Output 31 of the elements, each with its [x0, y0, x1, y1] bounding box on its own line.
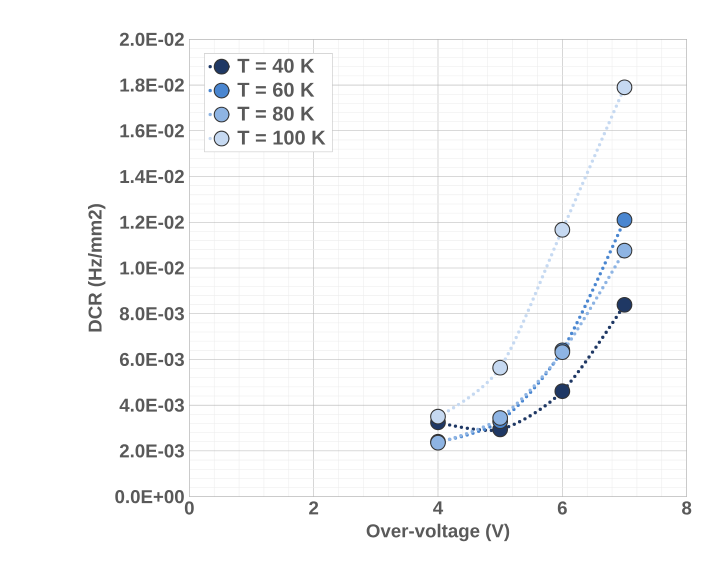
x-tick-label: 0: [184, 501, 194, 515]
point: [554, 222, 570, 238]
y-tick-label: 1.0E-02: [120, 261, 184, 275]
y-tick-label: 2.0E-03: [120, 444, 184, 458]
legend-label: T = 80 K: [238, 106, 314, 121]
point: [430, 408, 446, 424]
x-tick-label: 2: [309, 501, 318, 514]
legend-label: T = 40 K: [238, 58, 314, 73]
point: [616, 296, 632, 313]
y-tick-label: 1.4E-02: [120, 170, 184, 184]
point: [492, 360, 508, 376]
y-tick-label: 2.0E-02: [120, 32, 184, 46]
y-tick-label: 0.0E+00: [115, 490, 184, 504]
y-tick-label: 1.8E-02: [120, 78, 184, 92]
y-tick-label: 6.0E-03: [120, 352, 184, 366]
x-tick-label: 4: [433, 501, 444, 514]
y-tick-label: 1.2E-02: [120, 216, 184, 229]
point: [616, 242, 632, 258]
point: [616, 212, 632, 228]
x-tick-label: 6: [558, 501, 567, 515]
y-tick-label: 4.0E-03: [120, 398, 184, 412]
y-tick-label: 1.6E-02: [120, 124, 184, 138]
y-axis-title: DCR (Hz/mm2): [88, 204, 106, 332]
legend-label: T = 100 K: [238, 130, 326, 145]
x-axis-title: Over-voltage (V): [366, 524, 510, 542]
y-tick-label: 8.0E-03: [120, 307, 184, 320]
point: [616, 79, 632, 96]
point: [492, 410, 508, 426]
legend-label: T = 60 K: [238, 82, 314, 97]
point: [554, 383, 570, 400]
x-tick-label: 8: [682, 501, 692, 515]
